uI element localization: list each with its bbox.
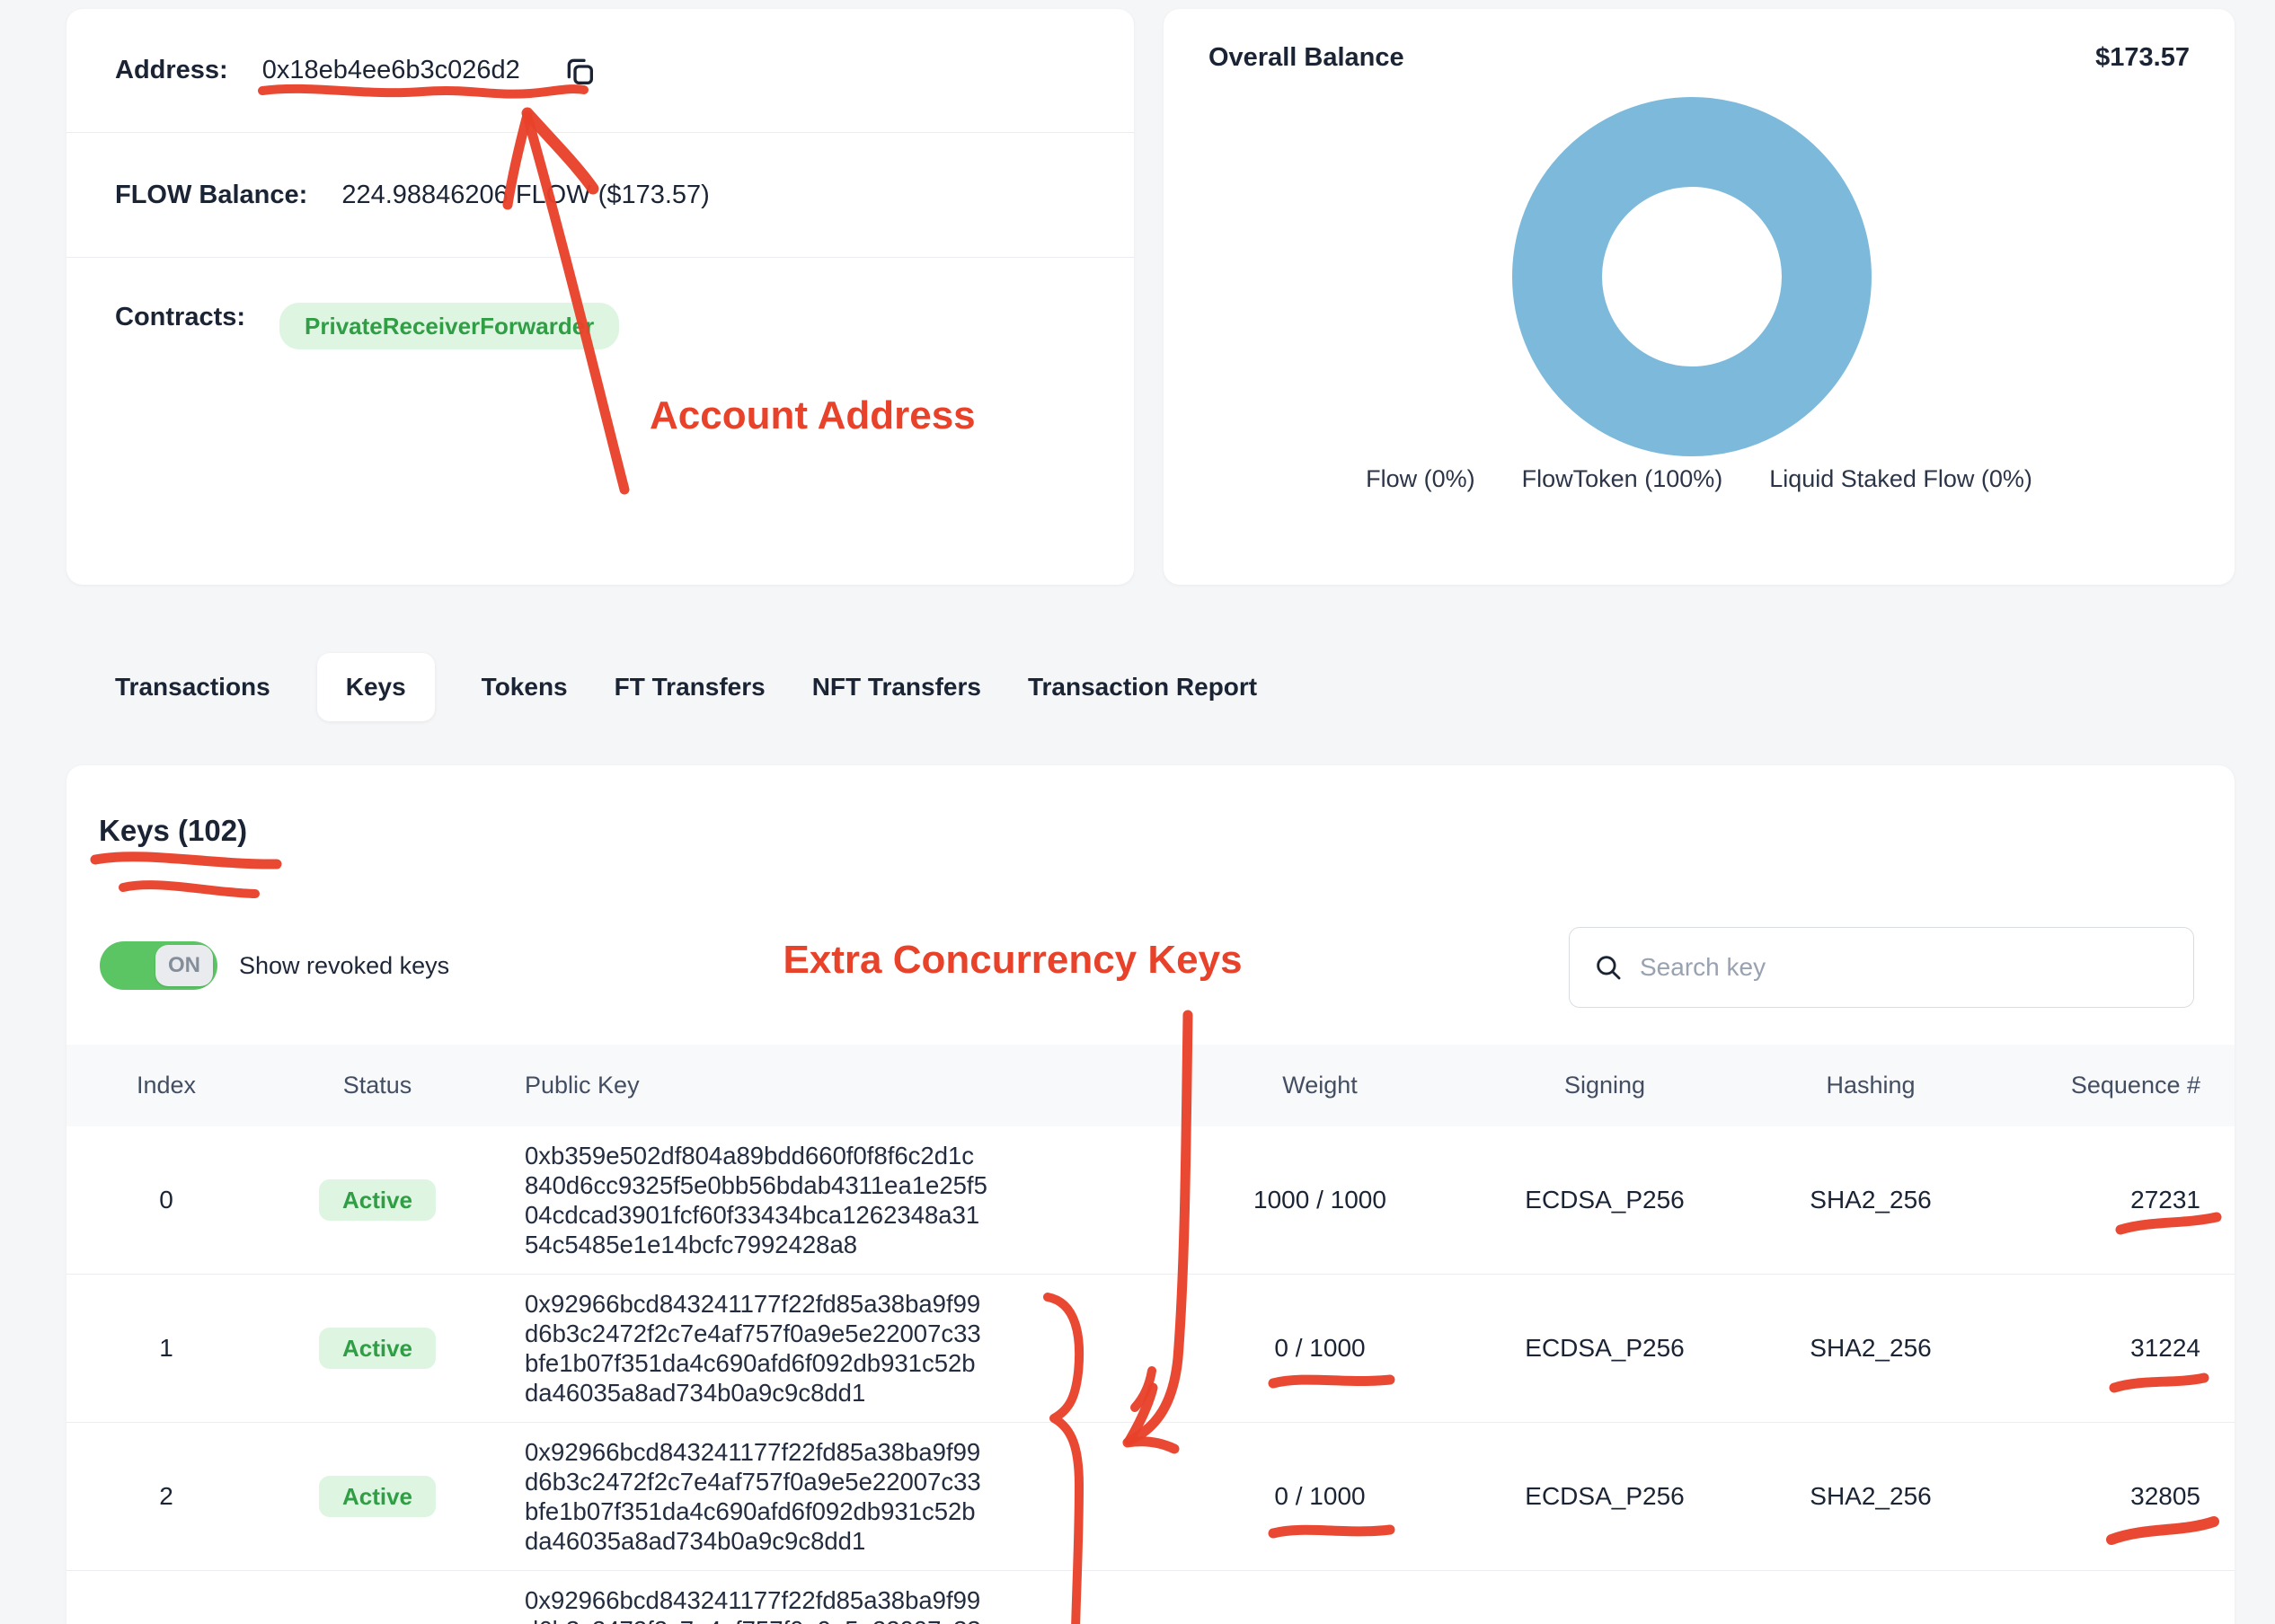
key-status: Active	[230, 1179, 525, 1221]
tab-transactions[interactable]: Transactions	[115, 673, 270, 701]
header-weight: Weight	[1282, 1072, 1358, 1099]
key-index: 2	[159, 1482, 173, 1510]
donut-ring-flowtoken	[1512, 97, 1872, 456]
search-key-input[interactable]	[1640, 953, 2170, 982]
overall-balance-total: $173.57	[2095, 43, 2190, 72]
annotation-extra-concurrency-keys: Extra Concurrency Keys	[783, 938, 1243, 982]
keys-table: Index Status Public Key Weight Signing H…	[66, 1045, 2235, 1624]
search-key-box[interactable]	[1569, 927, 2194, 1008]
donut-legend: Flow (0%) FlowToken (100%) Liquid Staked F…	[1164, 465, 2235, 493]
status-badge: Active	[318, 1179, 437, 1221]
overall-balance-card: Overall Balance $173.57 Flow (0%) FlowTok…	[1164, 9, 2235, 585]
status-badge: Active	[318, 1328, 437, 1369]
address-value: 0x18eb4ee6b3c026d2	[261, 56, 520, 84]
key-status: Active	[230, 1328, 525, 1369]
toggle-knob[interactable]: ON	[155, 945, 213, 986]
tab-ft-transfers[interactable]: FT Transfers	[614, 673, 766, 701]
key-index: 1	[159, 1334, 173, 1362]
key-public-key: 0x92966bcd843241177f22fd85a38ba9f99 d6b3…	[525, 1290, 981, 1407]
key-hashing: SHA2_256	[1810, 1186, 1932, 1214]
keys-table-header: Index Status Public Key Weight Signing H…	[66, 1045, 2235, 1126]
key-signing: ECDSA_P256	[1525, 1186, 1685, 1214]
table-row[interactable]: 0 Active 0xb359e502df804a89bdd660f0f8f6c…	[66, 1126, 2235, 1275]
header-index: Index	[136, 1072, 197, 1099]
tab-tokens[interactable]: Tokens	[481, 673, 568, 701]
header-signing: Signing	[1563, 1072, 1646, 1099]
copy-address-button[interactable]	[562, 53, 598, 89]
keys-card: Keys (102) ON Show revoked keys Index St…	[66, 765, 2235, 1624]
tab-keys[interactable]: Keys	[316, 653, 435, 721]
show-revoked-keys-label: Show revoked keys	[239, 951, 450, 979]
address-row: Address: 0x18eb4ee6b3c026d2	[66, 9, 1134, 133]
balance-donut-chart	[1503, 88, 1881, 465]
header-sequence: Sequence #	[2070, 1072, 2200, 1099]
table-row[interactable]: 1 Active 0x92966bcd843241177f22fd85a38ba…	[66, 1275, 2235, 1423]
keys-heading: Keys (102)	[99, 814, 248, 847]
key-signing: ECDSA_P256	[1525, 1334, 1685, 1362]
legend-item: Liquid Staked Flow (0%)	[1769, 465, 2032, 492]
search-icon	[1597, 956, 1621, 980]
flow-balance-row: FLOW Balance: 224.98846206 FLOW ($173.57…	[66, 133, 1134, 258]
account-tabs: Transactions Keys Tokens FT Transfers NFT Tr…	[115, 650, 1257, 724]
key-signing: ECDSA_P256	[1525, 1482, 1685, 1510]
key-sequence: 27231	[2130, 1186, 2200, 1214]
flow-balance-label: FLOW Balance:	[115, 180, 308, 209]
show-revoked-keys-toggle[interactable]: ON	[100, 941, 217, 990]
overall-balance-title: Overall Balance	[1208, 43, 1404, 72]
tab-transaction-report[interactable]: Transaction Report	[1027, 673, 1258, 701]
contracts-label: Contracts:	[115, 303, 246, 331]
key-weight: 0 / 1000	[1274, 1334, 1366, 1362]
key-public-key: 0xb359e502df804a89bdd660f0f8f6c2d1c 840d…	[525, 1142, 987, 1258]
key-sequence: 32805	[2130, 1482, 2200, 1510]
key-public-key: 0x92966bcd843241177f22fd85a38ba9f99 d6b3…	[525, 1586, 981, 1624]
legend-item: Flow (0%)	[1366, 465, 1475, 492]
key-weight: 0 / 1000	[1274, 1482, 1366, 1510]
key-hashing: SHA2_256	[1810, 1482, 1932, 1510]
legend-item: FlowToken (100%)	[1521, 465, 1723, 492]
header-public-key: Public Key	[525, 1072, 640, 1099]
table-row[interactable]: 2 Active 0x92966bcd843241177f22fd85a38ba…	[66, 1423, 2235, 1571]
key-sequence: 31224	[2130, 1334, 2200, 1362]
copy-icon	[567, 58, 593, 84]
header-hashing: Hashing	[1826, 1072, 1916, 1099]
key-public-key: 0x92966bcd843241177f22fd85a38ba9f99 d6b3…	[525, 1438, 981, 1555]
key-status: Active	[230, 1476, 525, 1517]
annotation-account-address: Account Address	[650, 393, 976, 437]
key-weight: 1000 / 1000	[1253, 1186, 1386, 1214]
account-info-card: Address: 0x18eb4ee6b3c026d2 FLOW Balance…	[66, 9, 1134, 585]
key-index: 0	[159, 1186, 173, 1214]
header-status: Status	[342, 1072, 412, 1099]
key-hashing: SHA2_256	[1810, 1334, 1932, 1362]
tab-nft-transfers[interactable]: NFT Transfers	[811, 673, 981, 701]
address-label: Address:	[115, 56, 228, 84]
flow-balance-value: 224.98846206 FLOW ($173.57)	[341, 180, 710, 209]
status-badge: Active	[318, 1476, 437, 1517]
table-row[interactable]: 3 Active 0x92966bcd843241177f22fd85a38ba…	[66, 1571, 2235, 1624]
contract-badge[interactable]: PrivateReceiverForwarder	[279, 303, 620, 349]
